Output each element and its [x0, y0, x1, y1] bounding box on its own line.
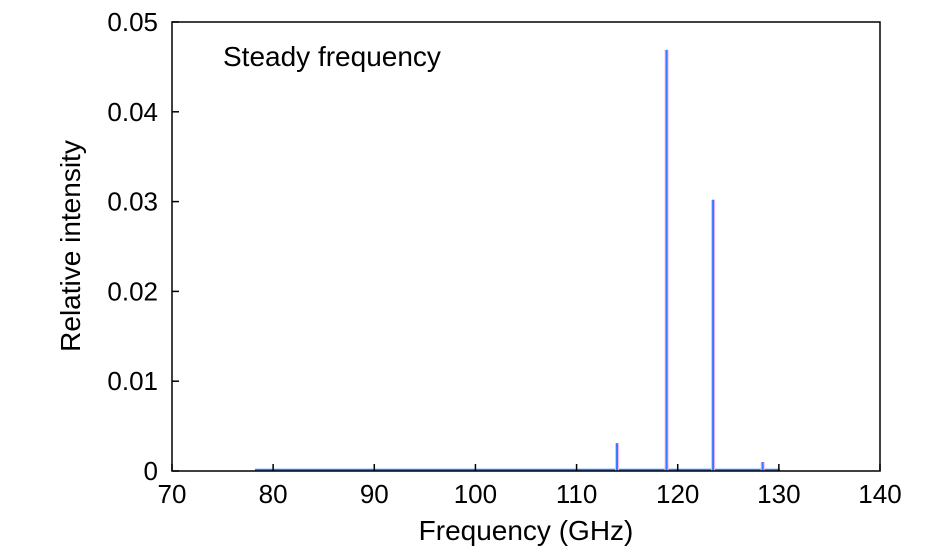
x-tick-label: 130	[757, 479, 800, 509]
x-tick-label: 90	[360, 479, 389, 509]
y-tick-label: 0.04	[107, 97, 158, 127]
x-tick-label: 100	[454, 479, 497, 509]
x-tick-label: 140	[858, 479, 901, 509]
plot-frame	[171, 21, 881, 472]
annotation-steady-frequency: Steady frequency	[223, 41, 441, 72]
y-tick-label: 0	[144, 456, 158, 486]
x-tick-label: 120	[656, 479, 699, 509]
x-tick-label: 110	[556, 479, 597, 509]
y-tick-label: 0.03	[107, 187, 158, 217]
y-tick-label: 0.02	[107, 276, 158, 306]
x-tick-label: 80	[259, 479, 288, 509]
y-tick-label: 0.05	[107, 7, 158, 37]
x-tick-label: 70	[158, 479, 187, 509]
y-tick-label: 0.01	[107, 366, 158, 396]
x-axis-label: Frequency (GHz)	[419, 515, 634, 546]
y-axis-label: Relative intensity	[55, 140, 86, 352]
